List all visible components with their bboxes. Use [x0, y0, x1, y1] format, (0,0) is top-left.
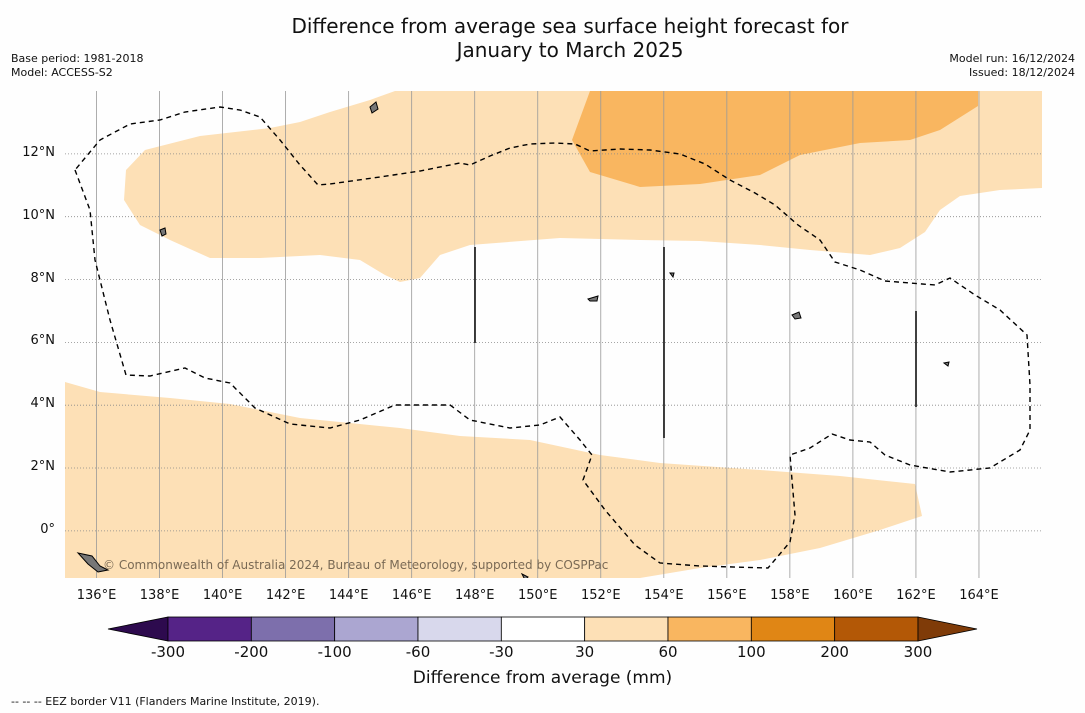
lat-tick-label: 4°N — [30, 396, 56, 412]
lon-tick-label: 164°E — [959, 588, 999, 603]
lat-tick-label: 8°N — [30, 270, 56, 286]
model-run: Model run: 16/12/2024 — [949, 52, 1075, 65]
model-name: Model: ACCESS-S2 — [11, 66, 113, 79]
title-line-2: January to March 2025 — [456, 38, 684, 62]
lon-tick-label: 158°E — [770, 588, 810, 603]
colorbar-segment — [250, 616, 336, 642]
colorbar-tick-label: 30 — [575, 643, 595, 661]
colorbar-tick-label: 100 — [737, 643, 766, 661]
colorbar-tick-label: 300 — [903, 643, 933, 661]
credit-text: © Commonwealth of Australia 2024, Bureau… — [103, 558, 609, 572]
lon-tick-label: 156°E — [707, 588, 747, 603]
lon-tick-label: 160°E — [833, 588, 873, 603]
lon-tick-label: 150°E — [517, 588, 558, 603]
lat-tick-label: 0° — [40, 521, 55, 537]
anomaly-band-south — [65, 382, 922, 578]
lat-tick-label: 10°N — [22, 207, 55, 223]
colorbar-title: Difference from average (mm) — [412, 668, 673, 688]
colorbar-tick-label: -60 — [405, 643, 431, 661]
meta-right: Model run: 16/12/2024 Issued: 18/12/2024 — [949, 52, 1075, 80]
colorbar-segment — [834, 616, 919, 642]
footnote: -- -- -- EEZ border V11 (Flanders Marine… — [11, 695, 320, 708]
lon-tick-label: 138°E — [139, 588, 180, 603]
lon-tick-label: 140°E — [202, 588, 243, 603]
base-period: Base period: 1981-2018 — [11, 52, 144, 65]
colorbar-extend-high — [917, 616, 978, 642]
colorbar-tick-label: -100 — [317, 643, 352, 661]
title-line-1: Difference from average sea surface heig… — [291, 14, 849, 38]
meta-left: Base period: 1981-2018 Model: ACCESS-S2 — [11, 52, 143, 80]
eez-segments — [474, 247, 917, 438]
colorbar-segment — [584, 616, 669, 642]
land-islands — [76, 101, 950, 578]
colorbar-segment — [667, 616, 752, 642]
colorbar-segment — [417, 616, 502, 642]
lon-tick-label: 162°E — [896, 588, 936, 603]
map-title: Difference from average sea surface heig… — [0, 14, 1085, 62]
lon-tick-label: 152°E — [581, 588, 621, 603]
lon-tick-label: 144°E — [328, 588, 369, 603]
lat-tick-label: 2°N — [30, 459, 56, 475]
colorbar-tick-label: -30 — [489, 643, 514, 661]
colorbar — [107, 616, 978, 642]
lat-tick-label: 6°N — [30, 333, 56, 349]
colorbar-tick-label: 60 — [658, 643, 678, 661]
lon-tick-label: 146°E — [391, 588, 432, 603]
lon-tick-label: 142°E — [265, 588, 306, 603]
colorbar-segment — [167, 616, 252, 642]
colorbar-segment — [334, 616, 419, 642]
anomaly-patch-60-100 — [572, 91, 978, 187]
colorbar-segment — [500, 616, 586, 642]
grid-lines — [65, 91, 1042, 578]
lon-tick-label: 136°E — [76, 588, 117, 603]
colorbar-tick-label: 200 — [820, 643, 849, 661]
lat-tick-label: 12°N — [22, 144, 55, 160]
colorbar-extend-low — [107, 616, 169, 642]
lon-tick-label: 148°E — [454, 588, 495, 603]
colorbar-tick-label: -300 — [150, 643, 186, 661]
lon-tick-label: 154°E — [644, 588, 684, 603]
colorbar-tick-label: -200 — [234, 643, 269, 661]
issued-date: Issued: 18/12/2024 — [968, 66, 1075, 79]
colorbar-segment — [750, 616, 836, 642]
